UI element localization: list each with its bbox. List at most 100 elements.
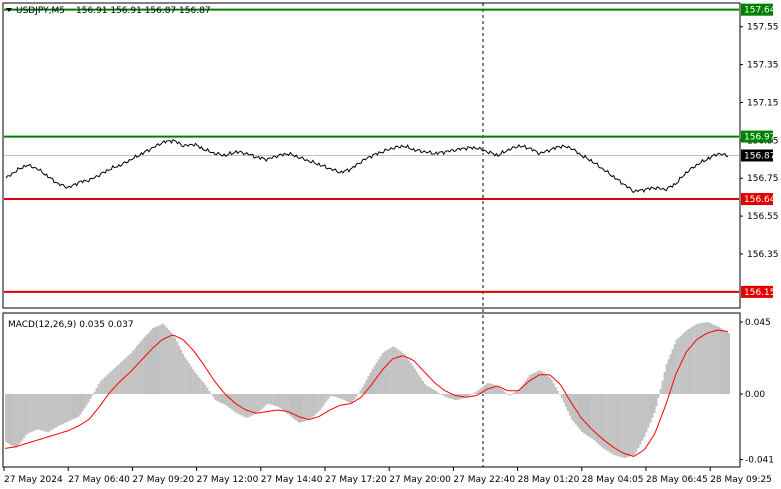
macd-bar [345, 394, 348, 402]
macd-bar [230, 394, 233, 410]
collapse-triangle-icon[interactable] [6, 8, 12, 12]
macd-bar [665, 364, 668, 394]
macd-bar [87, 394, 90, 403]
macd-bar [19, 394, 22, 444]
price-tick-label: 156.35 [747, 250, 779, 260]
macd-bar [113, 368, 116, 394]
macd-bar [274, 394, 277, 406]
macd-bar [107, 373, 110, 394]
macd-bar [530, 374, 533, 394]
macd-bar [351, 394, 354, 403]
macd-bar [653, 394, 656, 413]
level-tag [741, 285, 773, 298]
macd-bar [705, 322, 708, 394]
macd-bar [655, 394, 658, 407]
macd-bar [470, 394, 473, 395]
macd-bar [675, 339, 678, 394]
macd-bar [587, 394, 589, 436]
macd-bar [717, 327, 720, 394]
macd-bar [399, 351, 402, 394]
macd-bar [500, 388, 503, 394]
macd-bar [629, 394, 632, 457]
macd-bar [458, 394, 461, 400]
time-tick-label: 27 May 09:20 [132, 475, 194, 485]
time-tick-label: 27 May 12:00 [197, 475, 259, 485]
level-tag [741, 130, 773, 143]
macd-bar [170, 332, 173, 394]
macd-bar [526, 378, 529, 394]
macd-bar [67, 394, 70, 422]
macd-bar [432, 389, 434, 394]
macd-bar [635, 394, 638, 452]
macd-bar [9, 394, 11, 445]
macd-bar [77, 394, 80, 417]
macd-bar [97, 384, 100, 394]
macd-bar [401, 352, 404, 394]
macd-bar [156, 326, 158, 394]
macd-bar [423, 384, 426, 394]
macd-bar [51, 394, 54, 430]
macd-bar [242, 394, 245, 417]
macd-bar [166, 327, 169, 394]
macd-bar [707, 322, 710, 394]
macd-bar [192, 369, 195, 394]
macd-bar [75, 394, 78, 418]
level-tag [741, 193, 773, 206]
macd-bar [272, 394, 275, 406]
macd-bar [264, 394, 267, 406]
macd-bar [250, 394, 253, 416]
macd-bar [409, 363, 412, 394]
macd-bar [663, 371, 666, 394]
macd-bar [591, 394, 594, 439]
macd-bar [331, 394, 334, 396]
macd-histogram [5, 322, 730, 458]
macd-bar [63, 394, 66, 424]
macd-bar [450, 394, 453, 399]
macd-bar [516, 390, 519, 394]
macd-bar [365, 379, 368, 394]
macd-bar [361, 387, 364, 394]
macd-tick-label: -0.041 [745, 456, 774, 466]
macd-bar [552, 383, 555, 394]
macd-bar [284, 394, 287, 413]
macd-bar [101, 379, 104, 394]
macd-bar [695, 324, 698, 394]
macd-bar [186, 360, 189, 394]
time-tick-label: 28 May 06:45 [646, 475, 708, 485]
macd-bar [411, 365, 414, 394]
macd-bar [141, 338, 144, 394]
macd-bar [391, 346, 394, 394]
macd-tick-label: 0.045 [745, 318, 771, 328]
macd-bar [89, 394, 92, 399]
time-axis: 27 May 2024 27 May 06:40 27 May 09:20 27 Ma… [3, 467, 772, 485]
macd-bar [556, 390, 559, 394]
macd-bar [323, 394, 326, 405]
macd-bar [585, 394, 587, 435]
macd-bar [454, 394, 457, 400]
macd-bar [385, 350, 388, 394]
level-label: 156.97 [744, 133, 776, 143]
macd-bar [671, 349, 674, 394]
macd-bar [278, 394, 281, 408]
macd-bar [117, 364, 120, 394]
macd-bar [59, 394, 62, 426]
macd-bar [47, 394, 50, 433]
time-tick-label: 28 May 09:25 [710, 475, 772, 485]
macd-bar [371, 368, 374, 394]
current-price-tag [741, 149, 773, 162]
macd-bar [403, 354, 406, 394]
macd-bar [562, 394, 565, 403]
macd-bar [363, 383, 366, 394]
macd-bar [152, 328, 154, 394]
macd-bar [444, 394, 446, 397]
macd-bar [691, 326, 694, 394]
macd-bar [472, 393, 475, 394]
macd-bar [550, 379, 553, 394]
macd-bar [180, 349, 183, 394]
macd-bar [333, 394, 336, 397]
macd-bar [427, 386, 430, 394]
macd-bar [724, 330, 726, 394]
macd-bar [625, 394, 628, 458]
macd-bar [709, 323, 712, 394]
macd-bar [699, 323, 702, 394]
